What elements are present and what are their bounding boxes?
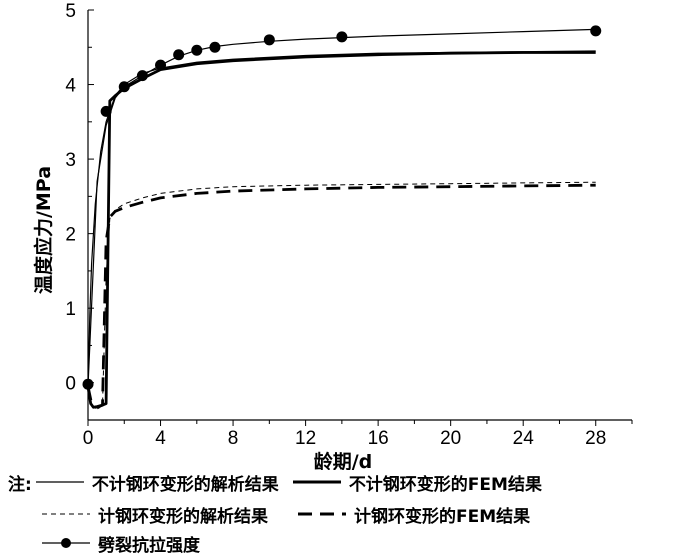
- series-line-2: [87, 181, 596, 411]
- x-axis-title: 龄期/d: [314, 450, 373, 470]
- series-line-4: [87, 28, 596, 387]
- x-tick-label: 16: [368, 428, 389, 449]
- legend-swatch-thin-dashed: [42, 513, 90, 515]
- legend-swatch-thick-solid: [292, 480, 341, 484]
- y-tick-label: 2: [65, 225, 76, 246]
- y-axis-title: 温度应力/MPa: [32, 166, 55, 294]
- legend-label: 劈裂抗拉强度: [98, 535, 200, 556]
- data-point-marker: [82, 378, 94, 390]
- legend-note-label: 注:: [8, 474, 32, 495]
- series-line-1: [86, 51, 596, 409]
- legend-label: 不计钢环变形的FEM结果: [348, 474, 542, 495]
- data-point-marker: [191, 44, 203, 56]
- legend-item-fem-no-ring: 不计钢环变形的FEM结果: [292, 470, 542, 495]
- series-line-3: [86, 183, 596, 409]
- plot-lines: [86, 28, 596, 411]
- legend-row-3: 劈裂抗拉强度: [42, 529, 200, 557]
- x-tick-label: 0: [83, 428, 94, 449]
- x-tick-label: 24: [513, 428, 535, 449]
- data-point-marker: [155, 59, 167, 71]
- x-tick-label: 28: [585, 428, 606, 449]
- legend: 注: 不计钢环变形的解析结果 不计钢环变形的FEM结果 计钢环变形的解析结果 计…: [0, 466, 700, 558]
- x-tick-label: 12: [295, 428, 316, 449]
- legend-item-splitting-strength: 劈裂抗拉强度: [42, 531, 200, 556]
- legend-item-analytic-no-ring: 不计钢环变形的解析结果: [35, 470, 279, 495]
- legend-label: 计钢环变形的解析结果: [98, 506, 268, 527]
- y-tick-label: 5: [65, 1, 76, 22]
- legend-row-2: 计钢环变形的解析结果 计钢环变形的FEM结果: [42, 500, 530, 528]
- legend-swatch-thin-solid: [35, 481, 84, 483]
- series-line-0: [87, 50, 596, 387]
- y-tick-label: 3: [65, 150, 76, 171]
- legend-item-analytic-ring: 计钢环变形的解析结果: [42, 502, 268, 527]
- legend-label: 计钢环变形的FEM结果: [354, 506, 531, 527]
- legend-label: 不计钢环变形的解析结果: [91, 474, 279, 495]
- y-tick-label: 4: [65, 76, 76, 97]
- data-point-marker: [118, 81, 130, 93]
- data-point-marker: [336, 31, 348, 43]
- data-point-marker: [590, 25, 602, 37]
- legend-item-fem-ring: 计钢环变形的FEM结果: [298, 502, 530, 527]
- plot-markers: [82, 25, 602, 390]
- x-tick-label: 20: [440, 428, 461, 449]
- data-point-marker: [209, 41, 221, 53]
- y-tick-label: 0: [65, 374, 76, 395]
- data-point-marker: [100, 105, 112, 117]
- legend-swatch-marker-line: [42, 538, 90, 548]
- x-tick-label: 4: [155, 428, 166, 449]
- data-point-marker: [173, 49, 185, 61]
- data-point-marker: [136, 70, 148, 82]
- x-tick-label: 8: [228, 428, 239, 449]
- y-tick-label: 1: [65, 299, 76, 320]
- legend-row-1: 注: 不计钢环变形的解析结果 不计钢环变形的FEM结果: [8, 468, 542, 496]
- data-point-marker: [263, 34, 275, 46]
- legend-swatch-thick-dashed: [298, 512, 346, 516]
